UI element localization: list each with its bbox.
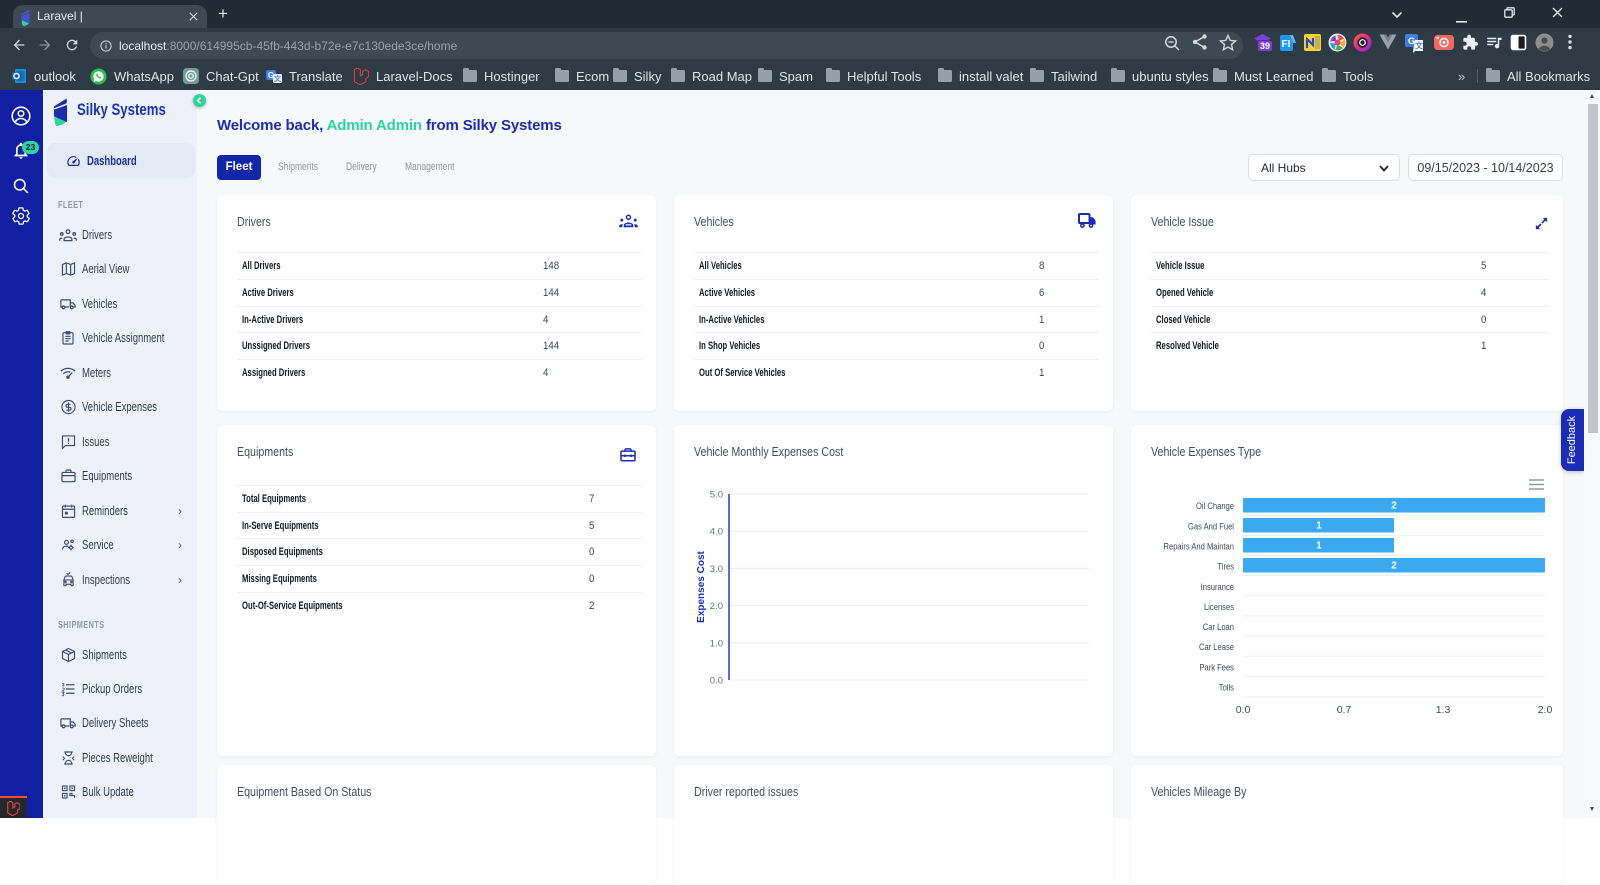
svg-text:Insurance: Insurance [1201, 581, 1235, 592]
svg-text:0.0: 0.0 [1236, 704, 1251, 716]
svg-text:FI: FI [1282, 39, 1291, 50]
svg-text:G: G [268, 71, 274, 80]
svg-text:Repairs And Maintan: Repairs And Maintan [1164, 541, 1235, 552]
svg-text:2.0: 2.0 [1538, 704, 1553, 716]
svg-text:Gas And Fuel: Gas And Fuel [1188, 521, 1234, 532]
svg-text:文: 文 [274, 74, 282, 83]
svg-text:1: 1 [1316, 521, 1322, 532]
svg-text:Expenses Cost: Expenses Cost [696, 550, 707, 622]
svg-text:3.0: 3.0 [710, 564, 723, 575]
svg-text:1.3: 1.3 [1436, 704, 1451, 716]
svg-text:1: 1 [1316, 541, 1322, 552]
svg-text:G: G [1408, 36, 1415, 46]
svg-text:1.0: 1.0 [710, 638, 723, 649]
svg-text:Tires: Tires [1217, 561, 1234, 572]
svg-text:0.7: 0.7 [1337, 704, 1352, 716]
svg-text:Car Loan: Car Loan [1203, 621, 1234, 632]
svg-text:文: 文 [1415, 41, 1424, 51]
svg-text:2: 2 [1391, 501, 1397, 512]
svg-text:Licenses: Licenses [1204, 601, 1234, 612]
svg-text:Tolls: Tolls [1219, 682, 1234, 693]
svg-text:2: 2 [1391, 561, 1397, 572]
svg-text:4.0: 4.0 [710, 527, 723, 538]
svg-text:2.0: 2.0 [710, 601, 723, 612]
svg-text:5.0: 5.0 [710, 490, 723, 501]
svg-text:Car Lease: Car Lease [1199, 641, 1234, 652]
svg-text:Oil Change: Oil Change [1196, 500, 1234, 511]
svg-text:0.0: 0.0 [710, 676, 723, 687]
svg-text:Park Fees: Park Fees [1199, 662, 1234, 673]
